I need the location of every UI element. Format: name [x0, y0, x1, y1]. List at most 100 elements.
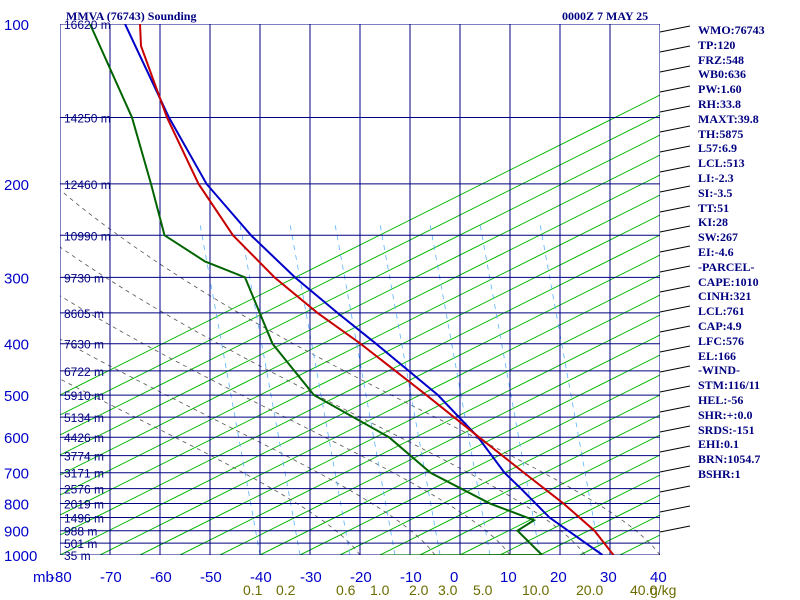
wind-barb — [659, 65, 691, 73]
height-label: 501 m — [64, 537, 97, 551]
pressure-tick-label: 400 — [4, 337, 29, 354]
stat-line: CAPE:1010 — [698, 274, 759, 289]
height-label: 16620 m — [64, 18, 111, 32]
height-label: 6722 m — [64, 365, 104, 379]
mixing-ratio-label: g/kg — [650, 582, 676, 598]
stat-line: TP:120 — [698, 37, 736, 52]
height-label: 35 m — [64, 549, 91, 563]
dry-adiabat-line — [60, 134, 660, 436]
stat-line: PW:1.60 — [698, 82, 742, 97]
mixing-ratio-label: 3.0 — [438, 582, 458, 598]
mixing-ratio-line — [539, 223, 601, 555]
stat-line: STM:116/11 — [698, 378, 761, 393]
wind-barb — [659, 405, 691, 413]
pressure-tick-label: 300 — [4, 270, 29, 287]
temperature-tick-label: -80 — [50, 569, 72, 586]
height-label: 3171 m — [64, 467, 104, 481]
mixing-ratio-label: 0.1 — [243, 582, 263, 598]
wind-barb — [659, 325, 691, 333]
wind-barb — [659, 385, 691, 393]
wind-barb — [659, 285, 691, 293]
pressure-tick-label: 600 — [4, 430, 29, 447]
height-label: 10990 m — [64, 229, 111, 243]
stat-line: CAP:4.9 — [698, 318, 742, 333]
stat-line: L57:6.9 — [698, 141, 737, 156]
height-label: 7630 m — [64, 338, 104, 352]
dry-adiabat-line — [60, 234, 660, 536]
height-label: 9730 m — [64, 271, 104, 285]
height-label: 8605 m — [64, 307, 104, 321]
stat-line: MAXT:39.8 — [698, 111, 759, 126]
temperature-tick-label: -30 — [300, 569, 322, 586]
dry-adiabat-line — [219, 334, 660, 555]
wind-barb — [659, 345, 691, 353]
wind-barb — [659, 25, 691, 33]
pressure-tick-label: 200 — [4, 177, 29, 194]
wind-barb — [659, 225, 691, 233]
stat-line: WB0:636 — [698, 67, 746, 82]
mixing-ratio-line — [479, 223, 541, 555]
dry-adiabat-line — [60, 194, 660, 496]
stat-line: FRZ:548 — [698, 52, 744, 67]
dry-adiabat-line — [339, 394, 660, 555]
stat-line: -WIND- — [698, 363, 740, 378]
height-label: 4426 m — [64, 431, 104, 445]
dry-adiabat-line — [60, 114, 660, 416]
height-label: 988 m — [64, 525, 97, 539]
wind-barb — [659, 485, 691, 493]
temperature-tick-label: -40 — [250, 569, 272, 586]
wind-barb — [659, 505, 691, 513]
profile-line-0 — [124, 24, 604, 555]
pressure-tick-label: 1000 — [4, 548, 37, 565]
mixing-ratio-line — [289, 223, 351, 555]
stat-line: TH:5875 — [698, 126, 744, 141]
pressure-tick-label: 700 — [4, 466, 29, 483]
mixing-ratio-line — [429, 223, 491, 555]
mixing-ratio-label: 10.0 — [522, 582, 549, 598]
wind-barb — [659, 145, 691, 153]
height-label: 2019 m — [64, 498, 104, 512]
mixing-ratio-label: 0.6 — [336, 582, 356, 598]
pressure-tick-label: 100 — [4, 17, 29, 34]
temperature-tick-label: 40 — [650, 569, 667, 586]
temperature-tick-label: -50 — [200, 569, 222, 586]
stat-line: LI:-2.3 — [698, 170, 734, 185]
wind-barb — [659, 305, 691, 313]
mixing-ratio-line — [239, 223, 301, 555]
profile-line-2 — [89, 24, 544, 555]
stat-line: SI:-3.5 — [698, 185, 733, 200]
wind-barb — [659, 525, 691, 533]
height-label: 5910 m — [64, 389, 104, 403]
station-title: MMVA (76743) Sounding — [66, 9, 197, 23]
dry-adiabat-line — [139, 294, 660, 555]
stat-line: -PARCEL- — [698, 259, 755, 274]
axis-unit-label: mb — [33, 569, 54, 586]
stat-line: EHI:0.1 — [698, 437, 740, 452]
wind-barb — [659, 165, 691, 173]
wind-barb — [659, 365, 691, 373]
height-label: 12460 m — [64, 178, 111, 192]
wind-barb — [659, 245, 691, 253]
pressure-tick-label: 800 — [4, 497, 29, 514]
dry-adiabat-line — [60, 174, 660, 476]
stat-line: EL:166 — [698, 348, 737, 363]
profile-line-1 — [139, 24, 615, 555]
height-label: 5134 m — [64, 411, 104, 425]
temperature-tick-label: -10 — [400, 569, 422, 586]
wind-barb — [659, 85, 691, 93]
stat-line: BSHR:1 — [698, 466, 741, 481]
temperature-tick-label: 20 — [550, 569, 567, 586]
stat-line: WMO:76743 — [698, 23, 765, 37]
wind-barb — [659, 465, 691, 473]
stat-line: EI:-4.6 — [698, 244, 734, 259]
sounding-datetime: 0000Z 7 MAY 25 — [562, 9, 649, 23]
temperature-tick-label: -70 — [100, 569, 122, 586]
dry-adiabat-line — [99, 274, 660, 555]
stat-line: KI:28 — [698, 215, 728, 230]
wind-barb — [659, 45, 691, 53]
mixing-ratio-label: 1.0 — [370, 582, 390, 598]
stat-line: SW:267 — [698, 230, 739, 245]
stat-line: HEL:-56 — [698, 392, 744, 407]
wind-barb — [659, 125, 691, 133]
